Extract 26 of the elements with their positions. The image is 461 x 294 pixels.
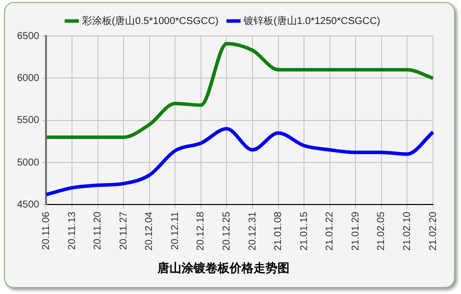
- x-tick-label: 20.11.27: [118, 211, 130, 250]
- x-tick-label: 21.02.20: [428, 211, 439, 251]
- x-tick-label: 20.12.25: [221, 211, 232, 251]
- y-tick-label: 4500: [16, 199, 40, 210]
- y-tick-label: 6000: [16, 72, 40, 84]
- y-tick-label: 5500: [16, 115, 40, 126]
- x-tick-label: 21.01.29: [350, 211, 362, 251]
- x-tick-label: 20.12.04: [144, 211, 156, 251]
- x-tick-label: 21.02.05: [376, 211, 388, 251]
- x-tick-label: 20.11.06: [40, 211, 52, 250]
- x-tick-label: 21.01.22: [324, 211, 336, 251]
- x-tick-label: 20.12.11: [170, 211, 181, 250]
- legend-label: 镀锌板(唐山1.0*1250*CSGCC): [242, 14, 380, 27]
- y-tick-label: 6500: [16, 30, 40, 42]
- x-tick-label: 21.02.10: [402, 211, 413, 251]
- x-tick-label: 21.01.15: [298, 211, 310, 251]
- x-tick-label: 20.11.20: [92, 211, 104, 250]
- line-series: [44, 42, 435, 139]
- x-tick-label: 20.12.18: [196, 211, 207, 251]
- text: 唐山涂镀卷板价格走势图: [156, 261, 290, 276]
- x-tick-label: 21.01.08: [273, 211, 284, 251]
- legend-label: 彩涂板(唐山0.5*1000*CSGCC): [82, 14, 219, 27]
- line-series: [44, 127, 435, 196]
- x-tick-label: 20.12.31: [247, 211, 258, 251]
- y-tick-label: 5000: [16, 157, 40, 168]
- x-tick-label: 20.11.13: [66, 211, 78, 250]
